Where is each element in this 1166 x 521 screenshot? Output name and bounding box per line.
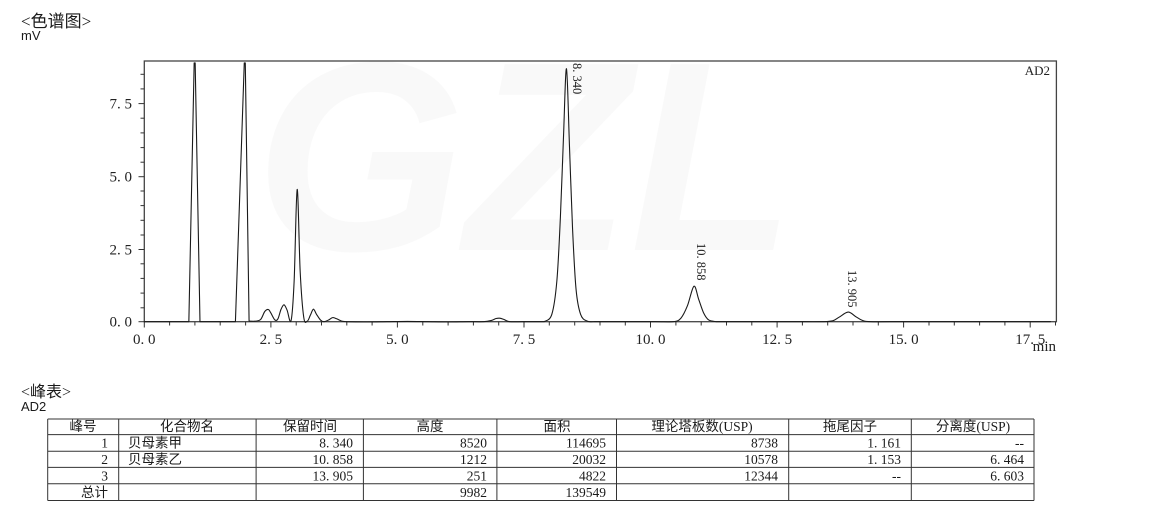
svg-text:12344: 12344: [744, 468, 778, 483]
svg-text:--: --: [1015, 436, 1024, 451]
svg-text:251: 251: [467, 468, 487, 483]
svg-text:总计: 总计: [81, 485, 108, 500]
svg-text:6. 464: 6. 464: [990, 452, 1024, 467]
svg-text:峰号: 峰号: [70, 419, 97, 434]
svg-text:分离度(USP): 分离度(USP): [936, 418, 1010, 434]
svg-text:139549: 139549: [566, 485, 607, 500]
svg-text:贝母素乙: 贝母素乙: [128, 452, 182, 467]
svg-text:保留时间: 保留时间: [283, 419, 337, 434]
svg-text:8. 340: 8. 340: [319, 436, 353, 451]
svg-text:10. 0: 10. 0: [636, 332, 666, 348]
svg-text:2. 5: 2. 5: [110, 243, 133, 259]
svg-text:2: 2: [101, 452, 108, 467]
svg-text:10. 858: 10. 858: [694, 243, 708, 281]
svg-text:8. 340: 8. 340: [570, 63, 584, 94]
svg-text:9982: 9982: [460, 485, 487, 500]
svg-text:10. 858: 10. 858: [313, 452, 354, 467]
svg-text:理论塔板数(USP): 理论塔板数(USP): [651, 419, 752, 434]
svg-text:5. 0: 5. 0: [386, 332, 409, 348]
svg-text:2. 5: 2. 5: [260, 332, 283, 348]
svg-text:面积: 面积: [544, 419, 571, 434]
svg-text:13. 905: 13. 905: [845, 270, 859, 308]
svg-text:15. 0: 15. 0: [889, 332, 919, 348]
svg-text:1. 161: 1. 161: [867, 436, 901, 451]
svg-text:拖尾因子: 拖尾因子: [823, 419, 877, 434]
svg-text:0. 0: 0. 0: [110, 315, 133, 331]
svg-text:--: --: [892, 468, 901, 483]
svg-text:7. 5: 7. 5: [513, 332, 536, 348]
svg-text:6. 603: 6. 603: [990, 468, 1024, 483]
svg-text:13. 905: 13. 905: [313, 468, 354, 483]
svg-text:4822: 4822: [579, 468, 606, 483]
svg-text:GZL: GZL: [255, 7, 795, 308]
svg-text:10578: 10578: [744, 452, 778, 467]
svg-text:3: 3: [101, 468, 108, 483]
svg-text:1. 153: 1. 153: [867, 452, 901, 467]
svg-text:贝母素甲: 贝母素甲: [128, 436, 182, 451]
svg-text:1212: 1212: [460, 452, 487, 467]
svg-text:化合物名: 化合物名: [160, 419, 214, 434]
svg-text:20032: 20032: [572, 452, 606, 467]
svg-text:min: min: [1033, 339, 1057, 355]
svg-text:12. 5: 12. 5: [762, 332, 792, 348]
svg-text:7. 5: 7. 5: [110, 97, 133, 113]
svg-text:8738: 8738: [751, 436, 778, 451]
svg-text:1: 1: [101, 436, 108, 451]
svg-text:8520: 8520: [460, 436, 487, 451]
svg-text:高度: 高度: [417, 418, 444, 434]
svg-text:0. 0: 0. 0: [133, 332, 156, 348]
svg-text:5. 0: 5. 0: [110, 170, 133, 186]
svg-text:AD2: AD2: [1025, 63, 1050, 78]
svg-text:114695: 114695: [566, 436, 606, 451]
